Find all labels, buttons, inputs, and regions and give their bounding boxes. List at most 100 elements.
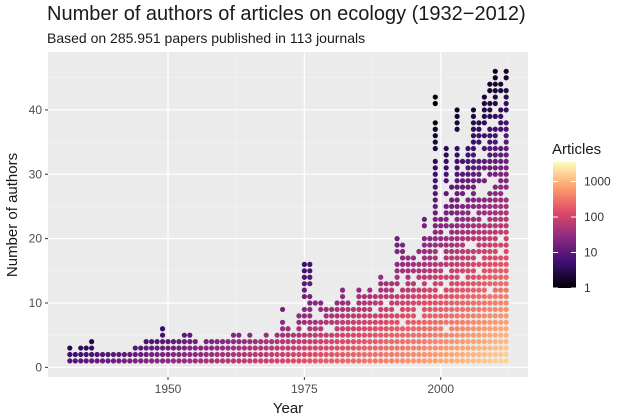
data-point — [214, 339, 220, 345]
data-point — [459, 326, 466, 332]
data-point — [143, 358, 149, 364]
data-point — [334, 319, 340, 325]
legend: Articles 1 10 100 1000 — [552, 141, 611, 295]
data-point — [176, 339, 182, 345]
data-point — [329, 313, 335, 319]
data-point — [498, 293, 504, 300]
data-point — [421, 268, 427, 274]
data-point — [476, 120, 482, 126]
data-point — [498, 107, 504, 113]
data-point — [443, 236, 449, 242]
x-tick-label: 1975 — [291, 382, 318, 396]
data-point — [94, 351, 100, 358]
data-point — [476, 358, 482, 364]
data-point — [438, 268, 444, 274]
data-point — [170, 351, 177, 358]
data-point — [487, 152, 493, 158]
data-point — [443, 165, 449, 171]
data-point — [443, 313, 449, 319]
data-point — [465, 158, 471, 165]
data-point — [421, 339, 427, 345]
data-point — [432, 287, 438, 293]
data-point — [492, 287, 498, 293]
data-point — [421, 293, 427, 300]
data-point — [339, 326, 346, 332]
data-point — [481, 210, 487, 216]
data-point — [410, 332, 417, 338]
data-point — [236, 358, 242, 364]
data-point — [219, 358, 226, 364]
data-point — [465, 281, 471, 287]
data-point — [334, 358, 340, 364]
data-point — [307, 319, 313, 325]
data-point — [454, 120, 460, 126]
data-point — [356, 287, 362, 293]
data-point — [498, 216, 504, 222]
data-point — [410, 313, 417, 319]
data-point — [498, 145, 504, 152]
data-point — [421, 287, 427, 293]
data-point — [470, 165, 477, 171]
data-point — [301, 287, 307, 293]
data-point — [470, 236, 477, 242]
data-point — [449, 319, 455, 325]
data-point — [296, 345, 302, 351]
data-point — [143, 351, 149, 358]
data-point — [443, 210, 449, 216]
data-point — [263, 358, 269, 364]
data-point — [410, 268, 417, 274]
data-point — [427, 358, 433, 364]
data-point — [203, 345, 209, 351]
data-point — [230, 332, 237, 338]
data-point — [487, 326, 493, 332]
data-point — [378, 274, 384, 280]
data-point — [416, 293, 422, 300]
data-point — [454, 216, 460, 222]
data-point — [492, 358, 498, 364]
data-point — [443, 345, 449, 351]
data-point — [389, 287, 395, 293]
data-point — [438, 358, 444, 364]
data-point — [279, 358, 286, 364]
data-point — [154, 358, 160, 364]
data-point — [470, 300, 477, 306]
data-point — [307, 274, 313, 280]
data-point — [503, 197, 509, 203]
data-point — [459, 190, 466, 197]
data-point — [410, 306, 417, 313]
data-point — [361, 306, 367, 313]
data-point — [258, 339, 264, 345]
data-point — [209, 339, 215, 345]
data-point — [498, 351, 504, 358]
data-point — [503, 68, 509, 74]
data-point — [209, 345, 215, 351]
data-point — [399, 351, 406, 358]
data-point — [438, 242, 444, 248]
data-point — [487, 306, 493, 313]
data-point — [399, 332, 406, 338]
data-point — [318, 351, 324, 358]
data-point — [503, 255, 509, 261]
data-point — [487, 165, 493, 171]
data-point — [296, 358, 302, 364]
data-point — [503, 248, 509, 255]
data-point — [394, 339, 400, 345]
data-point — [312, 345, 318, 351]
data-point — [361, 313, 367, 319]
data-point — [405, 281, 411, 287]
data-point — [427, 306, 433, 313]
data-point — [465, 152, 471, 158]
data-point — [465, 313, 471, 319]
data-point — [383, 293, 389, 300]
data-point — [356, 313, 362, 319]
data-point — [399, 287, 406, 293]
data-point — [449, 326, 455, 332]
data-point — [498, 274, 504, 280]
data-point — [427, 248, 433, 255]
data-point — [470, 223, 477, 229]
data-point — [470, 113, 477, 119]
data-point — [432, 100, 438, 107]
data-point — [443, 261, 449, 267]
data-point — [427, 313, 433, 319]
data-point — [492, 190, 498, 197]
